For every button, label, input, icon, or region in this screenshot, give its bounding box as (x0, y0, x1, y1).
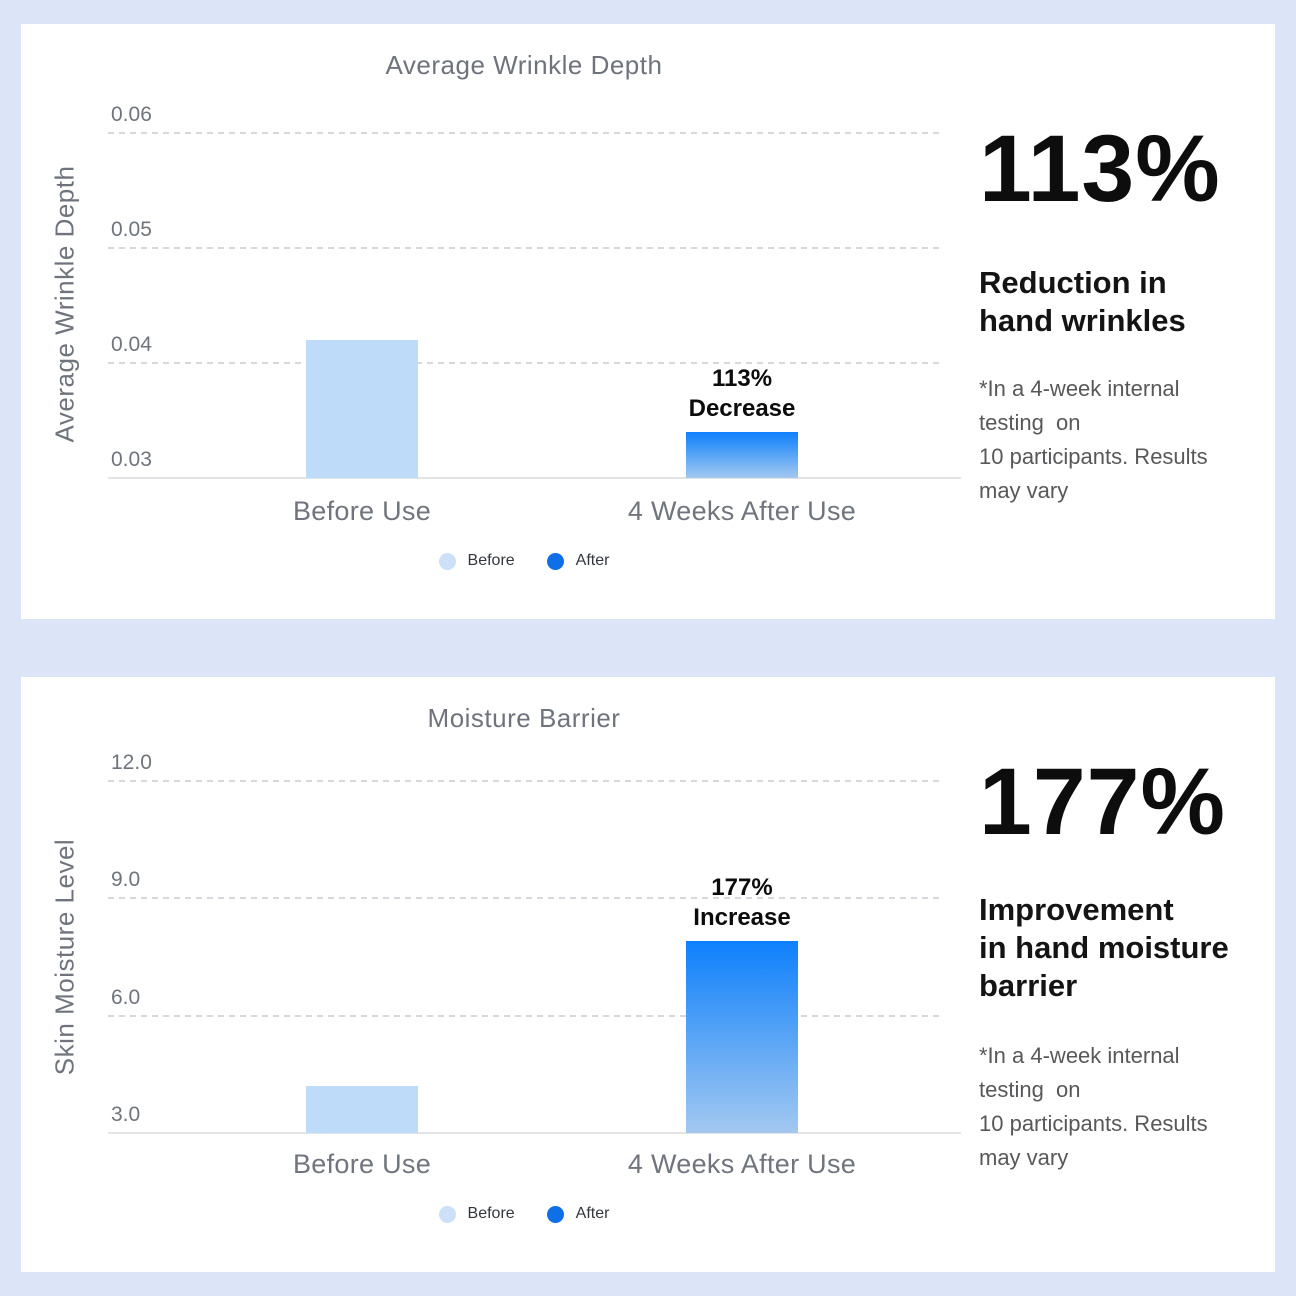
gridline (108, 362, 940, 364)
moisture-barrier-card: Moisture Barrier Skin Moisture Level 12.… (21, 677, 1275, 1272)
legend-item-after: After (546, 1205, 610, 1223)
y-tick-label: 6.0 (111, 985, 141, 1009)
legend: Before After (108, 552, 940, 570)
gridline (108, 780, 940, 782)
bar-4-weeks-after-use (686, 432, 798, 478)
stat-heading: Reduction in hand wrinkles (979, 265, 1186, 338)
legend-item-before: Before (438, 1205, 515, 1223)
plot-area: 12.0 9.0 6.0 3.0 Before Use 4 Weeks After Use… (21, 677, 1275, 1272)
y-tick-label: 3.0 (111, 1103, 141, 1126)
y-tick-label: 12.0 (111, 751, 152, 774)
bar-annotation: 177% Increase (693, 874, 791, 932)
gridline (108, 1014, 940, 1017)
x-axis-line (108, 1132, 961, 1134)
gridline (108, 897, 940, 900)
chart-title: Average Wrinkle Depth (385, 50, 663, 80)
bar-before-use (306, 340, 418, 478)
legend-item-after: After (546, 552, 610, 570)
x-axis-label: 4 Weeks After Use (627, 1149, 857, 1179)
legend-label: Before (467, 552, 515, 569)
stat-value: 177% (979, 749, 1226, 855)
x-axis-line (108, 477, 961, 479)
gridline (108, 132, 940, 134)
legend-dot-after (546, 1205, 564, 1223)
legend-label: Before (467, 1205, 515, 1222)
y-tick-label: 9.0 (111, 868, 141, 892)
y-tick-label: 0.04 (111, 333, 152, 356)
y-tick-label: 0.05 (111, 218, 152, 241)
bar-before-use (306, 1086, 418, 1133)
legend-dot-after (546, 552, 564, 570)
stat-footnote: *In a 4-week internal testing on 10 part… (979, 1043, 1208, 1170)
y-tick-label: 0.06 (111, 103, 152, 126)
wrinkle-depth-card: Average Wrinkle Depth Average Wrinkle De… (21, 24, 1275, 619)
legend-label: After (575, 552, 610, 569)
bar-annotation: 113% Decrease (688, 365, 796, 422)
x-axis-label: 4 Weeks After Use (627, 496, 857, 526)
gridline (108, 247, 940, 249)
legend: Before After (108, 1205, 940, 1223)
stat-heading: Improvement in hand moisture barrier (979, 892, 1229, 1003)
stat-footnote: *In a 4-week internal testing on 10 part… (979, 376, 1208, 503)
legend-dot-before (438, 1205, 456, 1223)
x-axis-label: Before Use (292, 496, 432, 526)
stat-value: 113% (979, 116, 1221, 222)
y-tick-label: 0.03 (111, 448, 152, 471)
legend-item-before: Before (438, 552, 515, 570)
legend-label: After (575, 1205, 610, 1222)
chart-title: Moisture Barrier (427, 703, 621, 733)
plot-area: 0.06 0.05 0.04 0.03 Before Use 4 Weeks After … (21, 24, 1275, 619)
bar-4-weeks-after-use (686, 941, 798, 1133)
x-axis-label: Before Use (292, 1149, 432, 1179)
legend-dot-before (438, 552, 456, 570)
